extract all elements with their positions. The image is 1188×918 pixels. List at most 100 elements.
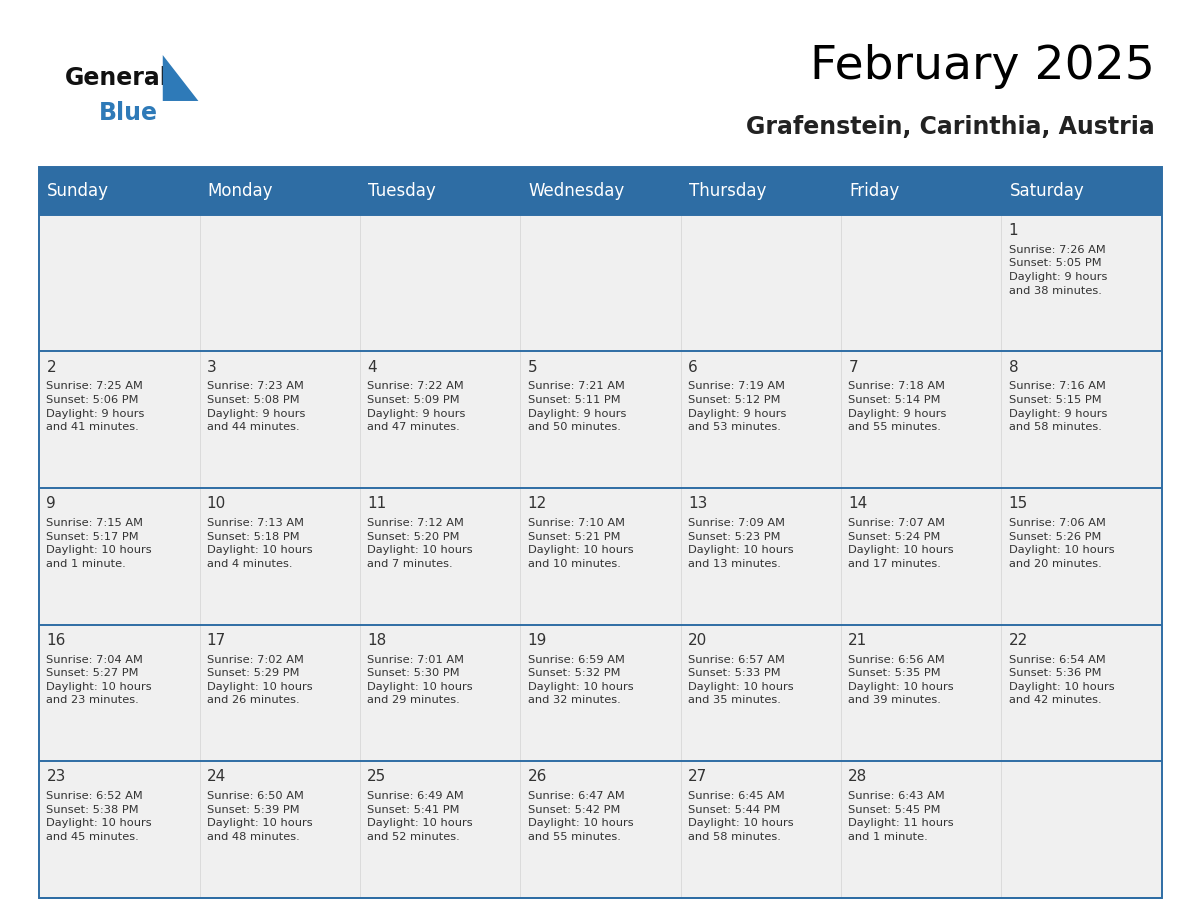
Text: 24: 24 — [207, 769, 226, 784]
Text: 12: 12 — [527, 497, 546, 511]
Text: Sunrise: 7:01 AM
Sunset: 5:30 PM
Daylight: 10 hours
and 29 minutes.: Sunrise: 7:01 AM Sunset: 5:30 PM Dayligh… — [367, 655, 473, 705]
Text: 26: 26 — [527, 769, 546, 784]
Bar — [360, 215, 520, 352]
Text: 27: 27 — [688, 769, 707, 784]
Bar — [39, 167, 200, 215]
Bar — [1001, 761, 1162, 898]
Bar — [200, 167, 360, 215]
Polygon shape — [163, 55, 198, 101]
Text: Sunrise: 6:59 AM
Sunset: 5:32 PM
Daylight: 10 hours
and 32 minutes.: Sunrise: 6:59 AM Sunset: 5:32 PM Dayligh… — [527, 655, 633, 705]
Text: Sunrise: 6:49 AM
Sunset: 5:41 PM
Daylight: 10 hours
and 52 minutes.: Sunrise: 6:49 AM Sunset: 5:41 PM Dayligh… — [367, 791, 473, 842]
Text: Sunrise: 6:45 AM
Sunset: 5:44 PM
Daylight: 10 hours
and 58 minutes.: Sunrise: 6:45 AM Sunset: 5:44 PM Dayligh… — [688, 791, 794, 842]
Bar — [1001, 624, 1162, 761]
Bar — [520, 167, 681, 215]
Bar — [841, 624, 1001, 761]
Text: Sunrise: 7:23 AM
Sunset: 5:08 PM
Daylight: 9 hours
and 44 minutes.: Sunrise: 7:23 AM Sunset: 5:08 PM Dayligh… — [207, 382, 305, 432]
Text: General: General — [65, 66, 169, 90]
Text: 25: 25 — [367, 769, 386, 784]
Text: 13: 13 — [688, 497, 707, 511]
Text: Sunrise: 6:47 AM
Sunset: 5:42 PM
Daylight: 10 hours
and 55 minutes.: Sunrise: 6:47 AM Sunset: 5:42 PM Dayligh… — [527, 791, 633, 842]
Text: 11: 11 — [367, 497, 386, 511]
Bar — [39, 215, 200, 352]
Bar — [841, 352, 1001, 488]
Text: Sunrise: 6:54 AM
Sunset: 5:36 PM
Daylight: 10 hours
and 42 minutes.: Sunrise: 6:54 AM Sunset: 5:36 PM Dayligh… — [1009, 655, 1114, 705]
Text: 9: 9 — [46, 497, 56, 511]
Bar — [200, 624, 360, 761]
Bar — [39, 167, 1162, 898]
Text: Grafenstein, Carinthia, Austria: Grafenstein, Carinthia, Austria — [746, 115, 1155, 139]
Text: Sunrise: 7:18 AM
Sunset: 5:14 PM
Daylight: 9 hours
and 55 minutes.: Sunrise: 7:18 AM Sunset: 5:14 PM Dayligh… — [848, 382, 947, 432]
Text: Sunrise: 7:26 AM
Sunset: 5:05 PM
Daylight: 9 hours
and 38 minutes.: Sunrise: 7:26 AM Sunset: 5:05 PM Dayligh… — [1009, 245, 1107, 296]
Text: Sunrise: 7:22 AM
Sunset: 5:09 PM
Daylight: 9 hours
and 47 minutes.: Sunrise: 7:22 AM Sunset: 5:09 PM Dayligh… — [367, 382, 466, 432]
Text: Sunrise: 7:21 AM
Sunset: 5:11 PM
Daylight: 9 hours
and 50 minutes.: Sunrise: 7:21 AM Sunset: 5:11 PM Dayligh… — [527, 382, 626, 432]
Text: 10: 10 — [207, 497, 226, 511]
Bar — [841, 167, 1001, 215]
Bar — [39, 352, 200, 488]
Text: 17: 17 — [207, 633, 226, 648]
Text: 23: 23 — [46, 769, 65, 784]
Text: Sunday: Sunday — [48, 182, 109, 200]
Text: Sunrise: 7:04 AM
Sunset: 5:27 PM
Daylight: 10 hours
and 23 minutes.: Sunrise: 7:04 AM Sunset: 5:27 PM Dayligh… — [46, 655, 152, 705]
Text: 18: 18 — [367, 633, 386, 648]
Text: February 2025: February 2025 — [810, 43, 1155, 89]
Text: 15: 15 — [1009, 497, 1028, 511]
Bar — [360, 488, 520, 624]
Text: Sunrise: 7:09 AM
Sunset: 5:23 PM
Daylight: 10 hours
and 13 minutes.: Sunrise: 7:09 AM Sunset: 5:23 PM Dayligh… — [688, 518, 794, 569]
Text: Monday: Monday — [208, 182, 273, 200]
Text: 14: 14 — [848, 497, 867, 511]
Text: Sunrise: 6:52 AM
Sunset: 5:38 PM
Daylight: 10 hours
and 45 minutes.: Sunrise: 6:52 AM Sunset: 5:38 PM Dayligh… — [46, 791, 152, 842]
Bar — [681, 488, 841, 624]
Bar — [39, 624, 200, 761]
Text: 4: 4 — [367, 360, 377, 375]
Bar — [39, 761, 200, 898]
Text: Sunrise: 7:10 AM
Sunset: 5:21 PM
Daylight: 10 hours
and 10 minutes.: Sunrise: 7:10 AM Sunset: 5:21 PM Dayligh… — [527, 518, 633, 569]
Text: Sunrise: 7:25 AM
Sunset: 5:06 PM
Daylight: 9 hours
and 41 minutes.: Sunrise: 7:25 AM Sunset: 5:06 PM Dayligh… — [46, 382, 145, 432]
Bar — [200, 215, 360, 352]
Text: Sunrise: 7:12 AM
Sunset: 5:20 PM
Daylight: 10 hours
and 7 minutes.: Sunrise: 7:12 AM Sunset: 5:20 PM Dayligh… — [367, 518, 473, 569]
Text: 7: 7 — [848, 360, 858, 375]
Bar — [1001, 167, 1162, 215]
Text: Tuesday: Tuesday — [368, 182, 436, 200]
Bar — [360, 352, 520, 488]
Text: Sunrise: 7:07 AM
Sunset: 5:24 PM
Daylight: 10 hours
and 17 minutes.: Sunrise: 7:07 AM Sunset: 5:24 PM Dayligh… — [848, 518, 954, 569]
Bar — [200, 352, 360, 488]
Bar — [681, 215, 841, 352]
Text: 21: 21 — [848, 633, 867, 648]
Bar — [360, 167, 520, 215]
Text: Sunrise: 6:57 AM
Sunset: 5:33 PM
Daylight: 10 hours
and 35 minutes.: Sunrise: 6:57 AM Sunset: 5:33 PM Dayligh… — [688, 655, 794, 705]
Bar — [681, 624, 841, 761]
Bar — [520, 215, 681, 352]
Bar — [681, 352, 841, 488]
Text: Saturday: Saturday — [1010, 182, 1085, 200]
Text: Thursday: Thursday — [689, 182, 766, 200]
Bar — [841, 488, 1001, 624]
Text: 16: 16 — [46, 633, 65, 648]
Bar — [681, 167, 841, 215]
Text: 28: 28 — [848, 769, 867, 784]
Bar — [520, 624, 681, 761]
Text: 6: 6 — [688, 360, 697, 375]
Bar — [841, 761, 1001, 898]
Text: Sunrise: 6:56 AM
Sunset: 5:35 PM
Daylight: 10 hours
and 39 minutes.: Sunrise: 6:56 AM Sunset: 5:35 PM Dayligh… — [848, 655, 954, 705]
Bar — [681, 761, 841, 898]
Text: Sunrise: 7:16 AM
Sunset: 5:15 PM
Daylight: 9 hours
and 58 minutes.: Sunrise: 7:16 AM Sunset: 5:15 PM Dayligh… — [1009, 382, 1107, 432]
Bar — [200, 488, 360, 624]
Text: Sunrise: 7:15 AM
Sunset: 5:17 PM
Daylight: 10 hours
and 1 minute.: Sunrise: 7:15 AM Sunset: 5:17 PM Dayligh… — [46, 518, 152, 569]
Text: 5: 5 — [527, 360, 537, 375]
Text: Sunrise: 6:43 AM
Sunset: 5:45 PM
Daylight: 11 hours
and 1 minute.: Sunrise: 6:43 AM Sunset: 5:45 PM Dayligh… — [848, 791, 954, 842]
Text: 3: 3 — [207, 360, 216, 375]
Bar — [520, 352, 681, 488]
Bar — [1001, 352, 1162, 488]
Bar — [39, 488, 200, 624]
Bar — [360, 761, 520, 898]
Text: Sunrise: 7:02 AM
Sunset: 5:29 PM
Daylight: 10 hours
and 26 minutes.: Sunrise: 7:02 AM Sunset: 5:29 PM Dayligh… — [207, 655, 312, 705]
Bar — [520, 761, 681, 898]
Text: 20: 20 — [688, 633, 707, 648]
Bar — [520, 488, 681, 624]
Bar — [1001, 215, 1162, 352]
Text: 2: 2 — [46, 360, 56, 375]
Bar — [841, 215, 1001, 352]
Bar — [200, 761, 360, 898]
Bar — [360, 624, 520, 761]
Text: Wednesday: Wednesday — [529, 182, 625, 200]
